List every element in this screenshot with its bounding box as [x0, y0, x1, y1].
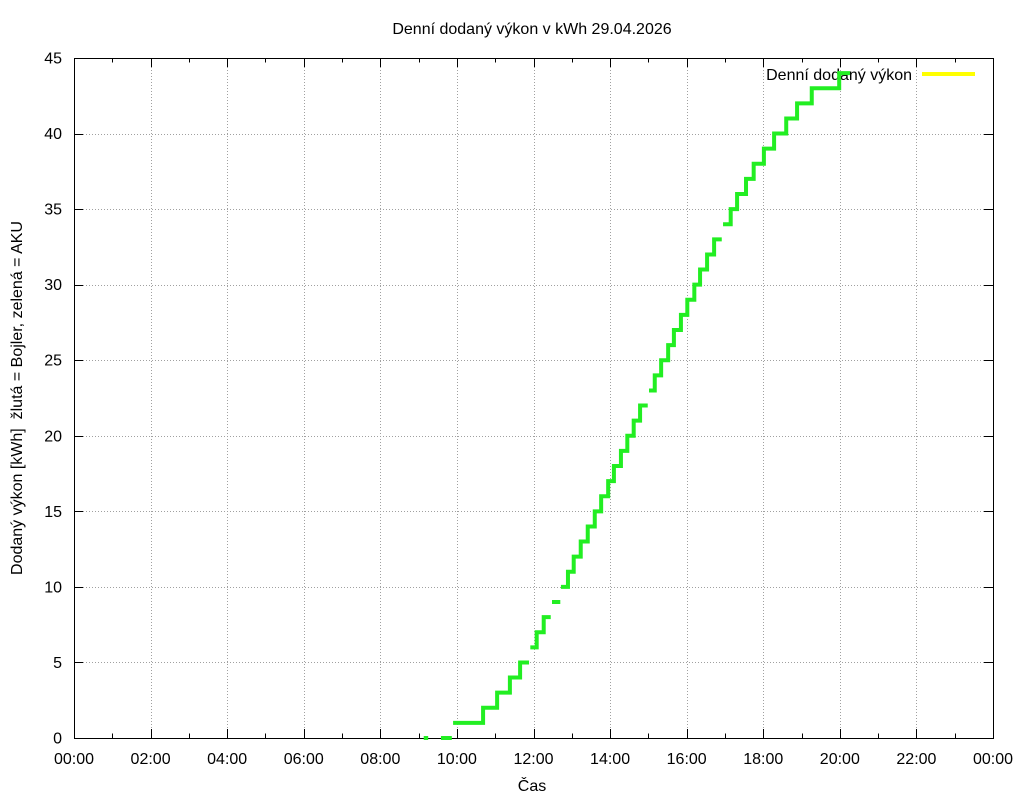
- x-tick-label: 06:00: [284, 751, 324, 768]
- x-tick-label: 04:00: [207, 751, 247, 768]
- x-tick-label: 00:00: [54, 751, 94, 768]
- x-tick-label: 02:00: [131, 751, 171, 768]
- y-axis-label: Dodaný výkon [kWh] žlutá = Bojler, zelen…: [9, 221, 26, 575]
- series-line-run: [560, 403, 648, 589]
- y-tick-label: 0: [53, 731, 62, 748]
- series: [423, 71, 851, 740]
- x-tick-label: 22:00: [896, 751, 936, 768]
- x-tick-label: 16:00: [667, 751, 707, 768]
- x-tick-label: 12:00: [513, 751, 553, 768]
- axis-ticks: [74, 58, 994, 739]
- y-tick-label: 30: [44, 277, 62, 294]
- x-axis-label: Čas: [518, 776, 546, 795]
- y-tick-label: 20: [44, 428, 62, 445]
- chart-title: Denní dodaný výkon v kWh 29.04.2026: [392, 21, 671, 38]
- y-tick-label: 10: [44, 579, 62, 596]
- series-line-run: [649, 237, 722, 393]
- series-line-run: [453, 660, 530, 725]
- series-line-run: [530, 615, 551, 650]
- y-tick-label: 40: [44, 126, 62, 143]
- x-tick-label: 20:00: [820, 751, 860, 768]
- y-tick-label: 45: [44, 51, 62, 68]
- y-tick-label: 15: [44, 504, 62, 521]
- x-tick-label: 10:00: [437, 751, 477, 768]
- y-tick-label: 5: [53, 655, 62, 672]
- x-tick-labels: 00:00 02:00 04:00 06:00 08:00 10:00 12:00 14:00…: [54, 751, 1013, 768]
- y-tick-label: 25: [44, 353, 62, 370]
- y-tick-labels: 0 5 10 15 20 25 30 35 40 45: [44, 51, 62, 748]
- x-tick-label: 18:00: [743, 751, 783, 768]
- x-tick-label: 00:00: [973, 751, 1013, 768]
- series-line-run: [723, 71, 851, 227]
- x-tick-label: 08:00: [360, 751, 400, 768]
- x-tick-label: 14:00: [590, 751, 630, 768]
- y-tick-label: 35: [44, 202, 62, 219]
